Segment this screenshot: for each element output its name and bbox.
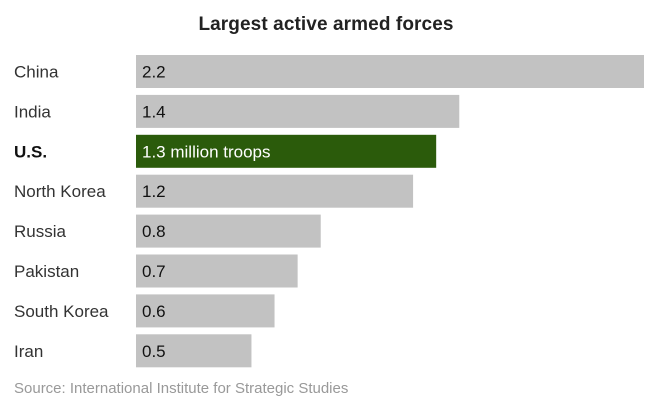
source-note: Source: International Institute for Stra…	[14, 380, 349, 397]
category-label-russia: Russia	[14, 222, 67, 241]
bar-south-korea	[136, 294, 275, 328]
value-label-russia: 0.8	[142, 222, 166, 241]
category-label-china: China	[14, 63, 59, 82]
value-label-u-s: 1.3 million troops	[142, 142, 271, 161]
category-label-u-s: U.S.	[14, 142, 47, 161]
category-label-north-korea: North Korea	[14, 182, 106, 201]
bar-russia	[136, 214, 321, 248]
bar-china	[136, 55, 644, 88]
category-label-iran: Iran	[14, 342, 43, 361]
bar-north-korea	[136, 174, 414, 208]
bar-chart: China 2.2 India 1.4 U.S. 1.3 million troops No…	[14, 55, 644, 368]
value-label-north-korea: 1.2	[142, 182, 166, 201]
value-label-india: 1.4	[142, 102, 166, 121]
value-label-iran: 0.5	[142, 342, 166, 361]
bar-iran	[136, 334, 252, 368]
bar-pakistan	[136, 254, 298, 288]
category-label-pakistan: Pakistan	[14, 262, 79, 281]
category-label-south-korea: South Korea	[14, 302, 109, 321]
value-label-south-korea: 0.6	[142, 302, 166, 321]
category-label-india: India	[14, 102, 51, 121]
chart-title: Largest active armed forces	[198, 14, 454, 35]
bar-india	[136, 94, 460, 128]
bar-u-s	[136, 134, 437, 168]
value-label-pakistan: 0.7	[142, 262, 166, 281]
value-label-china: 2.2	[142, 63, 166, 82]
